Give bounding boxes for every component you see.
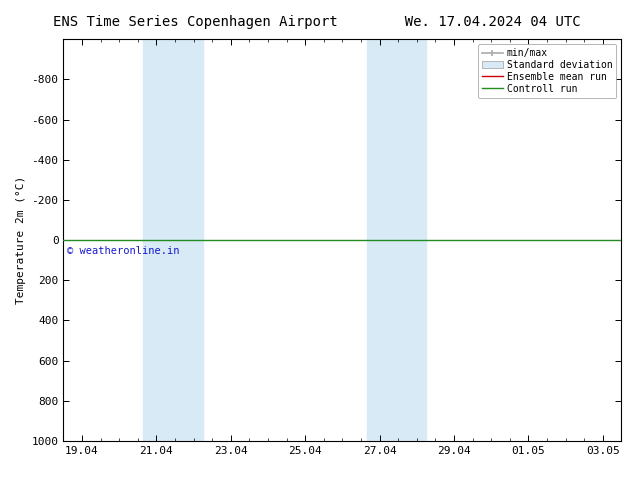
Bar [143,39,203,441]
Legend: min/max, Standard deviation, Ensemble mean run, Controll run: min/max, Standard deviation, Ensemble me… [477,44,616,98]
Text: ENS Time Series Copenhagen Airport        We. 17.04.2024 04 UTC: ENS Time Series Copenhagen Airport We. 1… [53,15,581,29]
Bar [366,39,426,441]
Y-axis label: Temperature 2m (°C): Temperature 2m (°C) [16,176,26,304]
Text: © weatheronline.in: © weatheronline.in [67,246,179,256]
